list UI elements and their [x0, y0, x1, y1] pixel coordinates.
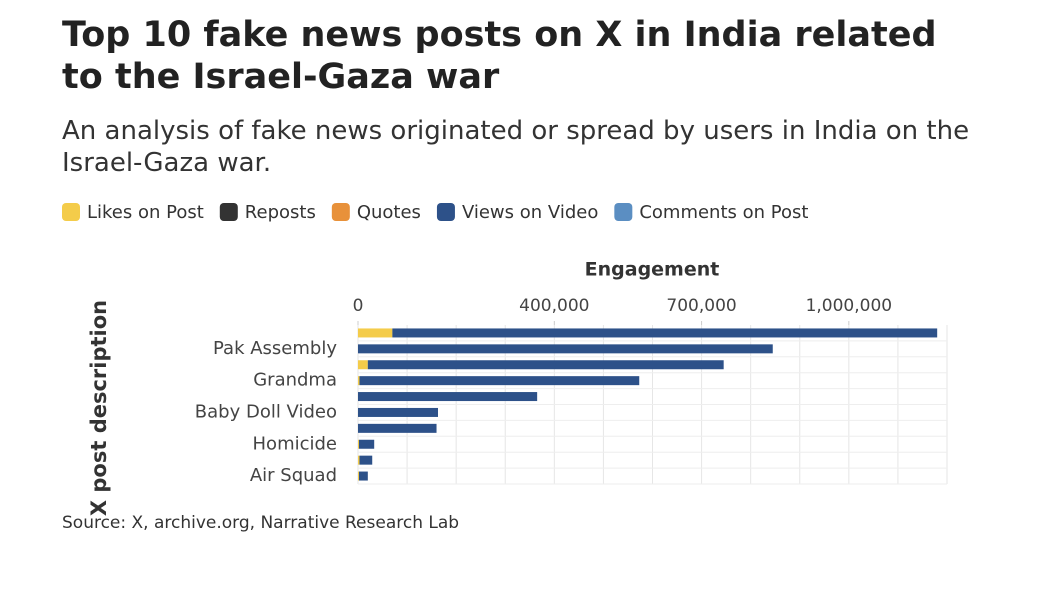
bar-segment: [358, 376, 360, 386]
bar-segment: [358, 455, 360, 465]
y-tick-label: Homicide: [253, 433, 337, 454]
source: Source: X, archive.org, Narrative Resear…: [62, 513, 459, 533]
y-tick-label: Pak Assembly: [213, 338, 337, 359]
chart-subtitle: An analysis of fake news originated or s…: [62, 116, 969, 178]
bar-segment: [358, 407, 439, 417]
legend-swatch: [436, 203, 455, 221]
bar-segment: [358, 328, 393, 338]
legend-swatch: [331, 203, 350, 221]
x-tick-label: 700,000: [666, 296, 736, 316]
x-tick-label: 1,000,000: [806, 296, 893, 316]
legend-swatch: [219, 203, 238, 221]
bar-segment: [358, 471, 359, 481]
x-axis-title: Engagement: [585, 259, 720, 281]
y-axis-title: X post description: [87, 300, 111, 516]
y-tick-label: Grandma: [253, 370, 337, 391]
bar-segment: [358, 344, 773, 354]
bar-segment: [358, 360, 368, 370]
bar-segment: [359, 455, 373, 465]
x-tick-label: 0: [353, 296, 364, 316]
legend-swatch: [62, 203, 80, 221]
y-tick-label: Baby Doll Video: [195, 401, 337, 422]
legend-swatch: [614, 203, 633, 221]
bar-segment: [358, 439, 359, 449]
bar-segment: [358, 423, 437, 433]
legend-label: Quotes: [357, 202, 421, 223]
x-tick-label: 400,000: [519, 296, 589, 316]
legend-label: Comments on Post: [639, 202, 808, 223]
bar-segment: [358, 471, 368, 481]
bar-segment: [392, 328, 938, 338]
legend-label: Reposts: [245, 202, 316, 223]
y-tick-label: Air Squad: [250, 465, 337, 486]
bar-segment: [359, 376, 640, 386]
bar-segment: [358, 392, 538, 402]
legend-label: Likes on Post: [87, 202, 204, 223]
chart-title: Top 10 fake news posts on X in India rel…: [62, 15, 937, 97]
bar-segment: [367, 360, 724, 370]
legend-label: Views on Video: [462, 202, 598, 223]
bar-segment: [358, 439, 375, 449]
